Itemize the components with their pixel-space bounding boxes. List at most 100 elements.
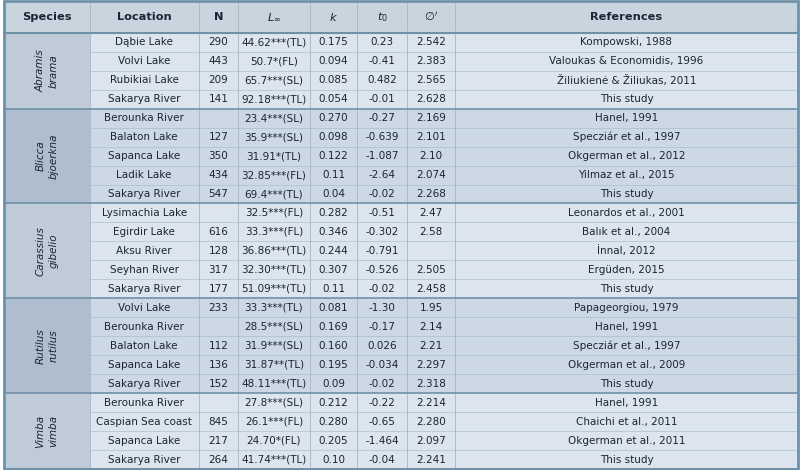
Text: Balık et al., 2004: Balık et al., 2004: [582, 227, 670, 237]
Text: 33.3***(TL): 33.3***(TL): [245, 303, 303, 313]
Text: Hanel, 1991: Hanel, 1991: [595, 398, 658, 407]
Text: 48.11***(TL): 48.11***(TL): [241, 379, 306, 389]
Text: Sapanca Lake: Sapanca Lake: [108, 436, 180, 446]
Text: Berounka River: Berounka River: [104, 113, 184, 123]
Text: 36.86***(TL): 36.86***(TL): [241, 246, 306, 256]
Text: 2.21: 2.21: [419, 341, 443, 351]
Text: 2.458: 2.458: [416, 284, 446, 294]
Text: -1.464: -1.464: [366, 436, 399, 446]
Text: Specziár et al., 1997: Specziár et al., 1997: [573, 340, 680, 351]
Text: 2.47: 2.47: [419, 208, 443, 218]
Text: 2.074: 2.074: [416, 170, 446, 180]
Text: 2.280: 2.280: [416, 416, 446, 427]
Bar: [4, 109, 90, 204]
Bar: [4, 33, 90, 109]
Text: Specziár et al., 1997: Specziár et al., 1997: [573, 132, 680, 142]
Text: 0.09: 0.09: [322, 379, 345, 389]
Text: 0.270: 0.270: [318, 113, 348, 123]
Text: -0.51: -0.51: [369, 208, 395, 218]
Text: 44.62***(TL): 44.62***(TL): [241, 37, 306, 47]
Text: Valoukas & Economidis, 1996: Valoukas & Economidis, 1996: [549, 56, 703, 66]
Text: 28.5***(SL): 28.5***(SL): [245, 322, 303, 332]
Text: This study: This study: [600, 189, 654, 199]
Text: 35.9***(SL): 35.9***(SL): [245, 132, 303, 142]
Text: İnnal, 2012: İnnal, 2012: [597, 245, 656, 256]
Text: Yilmaz et al., 2015: Yilmaz et al., 2015: [578, 170, 674, 180]
Bar: [4, 393, 798, 469]
Text: 128: 128: [209, 246, 229, 256]
Text: -0.65: -0.65: [369, 416, 395, 427]
Text: 65.7***(SL): 65.7***(SL): [245, 75, 303, 85]
Text: 0.054: 0.054: [318, 94, 348, 104]
Text: $\varnothing'$: $\varnothing'$: [424, 10, 438, 24]
Text: -0.02: -0.02: [369, 189, 395, 199]
Text: 434: 434: [209, 170, 229, 180]
Text: -0.034: -0.034: [366, 360, 399, 370]
Text: 2.268: 2.268: [416, 189, 446, 199]
Bar: [4, 204, 90, 298]
Bar: [4, 298, 798, 393]
Text: Sakarya River: Sakarya River: [108, 379, 180, 389]
Text: 23.4***(SL): 23.4***(SL): [245, 113, 303, 123]
Text: Seyhan River: Seyhan River: [110, 265, 179, 275]
Bar: [4, 204, 798, 298]
Text: 0.026: 0.026: [367, 341, 397, 351]
Text: -0.41: -0.41: [369, 56, 395, 66]
Text: 51.09***(TL): 51.09***(TL): [241, 284, 306, 294]
Text: -0.22: -0.22: [369, 398, 395, 407]
Text: 0.11: 0.11: [322, 170, 345, 180]
Text: 0.11: 0.11: [322, 284, 345, 294]
Text: 2.58: 2.58: [419, 227, 443, 237]
Text: References: References: [590, 12, 662, 22]
Text: $t_0$: $t_0$: [377, 10, 388, 24]
Text: -0.17: -0.17: [369, 322, 395, 332]
Text: Sapanca Lake: Sapanca Lake: [108, 360, 180, 370]
Text: N: N: [213, 12, 223, 22]
Text: 350: 350: [209, 151, 229, 161]
Text: 31.91*(TL): 31.91*(TL): [246, 151, 302, 161]
Text: 2.505: 2.505: [416, 265, 446, 275]
Text: 152: 152: [209, 379, 229, 389]
Text: Vimba
vimba: Vimba vimba: [35, 415, 59, 448]
Text: 233: 233: [209, 303, 229, 313]
Text: Volvi Lake: Volvi Lake: [118, 303, 170, 313]
Text: Rutilus
rutilus: Rutilus rutilus: [35, 328, 59, 364]
Text: 0.169: 0.169: [318, 322, 348, 332]
Text: 177: 177: [209, 284, 229, 294]
Text: 217: 217: [209, 436, 229, 446]
Text: 2.169: 2.169: [416, 113, 446, 123]
Text: Aksu River: Aksu River: [116, 246, 172, 256]
Text: Okgerman et al., 2011: Okgerman et al., 2011: [568, 436, 685, 446]
Text: 0.081: 0.081: [318, 303, 348, 313]
Text: 2.297: 2.297: [416, 360, 446, 370]
Text: 2.214: 2.214: [416, 398, 446, 407]
Text: 0.212: 0.212: [318, 398, 348, 407]
Text: Chaichi et al., 2011: Chaichi et al., 2011: [576, 416, 677, 427]
Text: Blicca
bjoerkna: Blicca bjoerkna: [35, 133, 59, 179]
Text: 27.8***(SL): 27.8***(SL): [245, 398, 303, 407]
Text: 136: 136: [209, 360, 229, 370]
Text: 0.244: 0.244: [318, 246, 348, 256]
Text: 547: 547: [209, 189, 229, 199]
Bar: [4, 1, 798, 33]
Text: 0.482: 0.482: [367, 75, 397, 85]
Text: Sakarya River: Sakarya River: [108, 454, 180, 464]
Text: 0.098: 0.098: [318, 132, 348, 142]
Text: 24.70*(FL): 24.70*(FL): [247, 436, 302, 446]
Text: 290: 290: [209, 37, 229, 47]
Text: 0.280: 0.280: [318, 416, 348, 427]
Text: 317: 317: [209, 265, 229, 275]
Text: 2.542: 2.542: [416, 37, 446, 47]
Text: Sakarya River: Sakarya River: [108, 189, 180, 199]
Text: 32.85***(FL): 32.85***(FL): [241, 170, 306, 180]
Text: Berounka River: Berounka River: [104, 398, 184, 407]
Text: Ladik Lake: Ladik Lake: [116, 170, 172, 180]
Text: Hanel, 1991: Hanel, 1991: [595, 322, 658, 332]
Text: 2.383: 2.383: [416, 56, 446, 66]
Text: 32.5***(FL): 32.5***(FL): [245, 208, 303, 218]
Text: Dąbie Lake: Dąbie Lake: [115, 37, 173, 47]
Text: 2.10: 2.10: [419, 151, 443, 161]
Text: 0.085: 0.085: [318, 75, 348, 85]
Text: 50.7*(FL): 50.7*(FL): [250, 56, 298, 66]
Text: Žiliukienė & Žiliukas, 2011: Žiliukienė & Žiliukas, 2011: [557, 75, 696, 86]
